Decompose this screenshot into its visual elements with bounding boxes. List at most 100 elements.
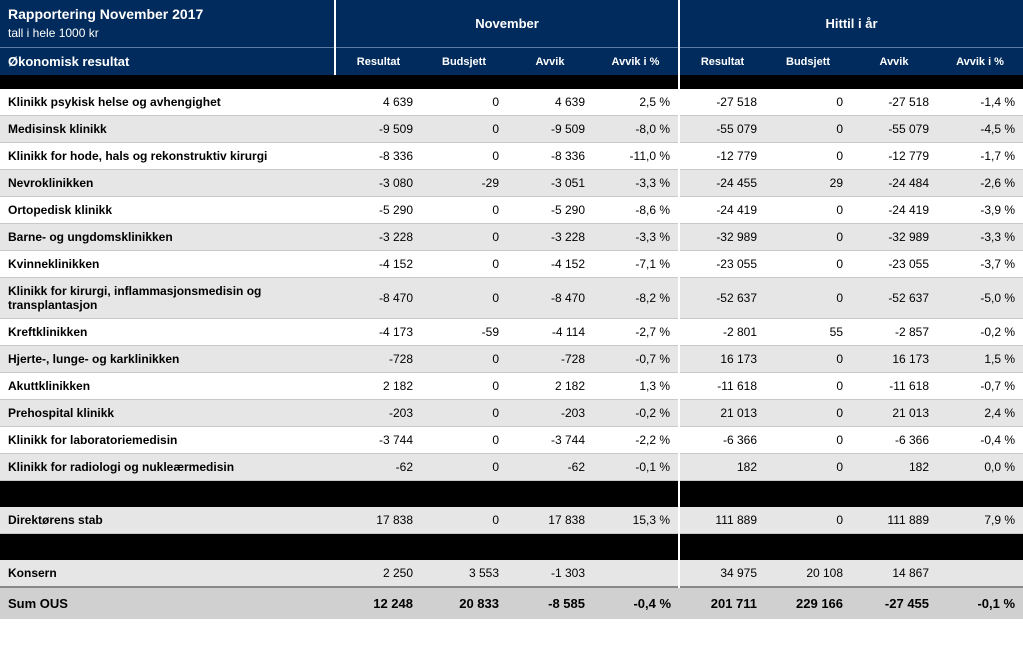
cell: 0 <box>765 89 851 116</box>
cell: -0,7 % <box>937 373 1023 400</box>
cell: -728 <box>335 346 421 373</box>
sum-label: Sum OUS <box>0 587 335 619</box>
cell: -3,3 % <box>937 224 1023 251</box>
row-name: Akuttklinikken <box>0 373 335 400</box>
cell: 0 <box>765 400 851 427</box>
table-body: Klinikk psykisk helse og avhengighet4 63… <box>0 75 1023 587</box>
cell: -32 989 <box>679 224 765 251</box>
table-row: Ortopedisk klinikk-5 2900-5 290-8,6 %-24… <box>0 197 1023 224</box>
table-row: Direktørens stab17 838017 83815,3 %111 8… <box>0 507 1023 534</box>
cell <box>593 560 679 587</box>
table-row: Prehospital klinikk-2030-203-0,2 %21 013… <box>0 400 1023 427</box>
cell: 29 <box>765 170 851 197</box>
cell: -8 470 <box>335 278 421 319</box>
cell: -3,3 % <box>593 170 679 197</box>
sum-cell: 229 166 <box>765 587 851 619</box>
table-row: Medisinsk klinikk-9 5090-9 509-8,0 %-55 … <box>0 116 1023 143</box>
col-avvik-b: Avvik <box>851 48 937 76</box>
cell: 20 108 <box>765 560 851 587</box>
cell: 2 182 <box>507 373 593 400</box>
cell: -9 509 <box>507 116 593 143</box>
col-resultat-b: Resultat <box>679 48 765 76</box>
cell: -8 470 <box>507 278 593 319</box>
sum-cell: 20 833 <box>421 587 507 619</box>
sum-cell: -8 585 <box>507 587 593 619</box>
cell: -11 618 <box>851 373 937 400</box>
cell: -4,5 % <box>937 116 1023 143</box>
title-line2: tall i hele 1000 kr <box>8 26 99 40</box>
cell: -3,7 % <box>937 251 1023 278</box>
cell: 0 <box>765 507 851 534</box>
sum-cell: -0,4 % <box>593 587 679 619</box>
col-avvik-a: Avvik <box>507 48 593 76</box>
cell: -29 <box>421 170 507 197</box>
cell: -24 455 <box>679 170 765 197</box>
cell: -2 857 <box>851 319 937 346</box>
cell: -0,7 % <box>593 346 679 373</box>
cell: -52 637 <box>851 278 937 319</box>
group-ytd: Hittil i år <box>679 0 1023 48</box>
cell: -5 290 <box>507 197 593 224</box>
table-row: Klinikk for kirurgi, inflammasjonsmedisi… <box>0 278 1023 319</box>
cell: -3,9 % <box>937 197 1023 224</box>
cell: 34 975 <box>679 560 765 587</box>
col-avvikpct-b: Avvik i % <box>937 48 1023 76</box>
cell: 0 <box>765 224 851 251</box>
title-line1: Rapportering November 2017 <box>8 6 203 22</box>
cell: -1,4 % <box>937 89 1023 116</box>
cell: -3 051 <box>507 170 593 197</box>
cell: -32 989 <box>851 224 937 251</box>
cell: -5,0 % <box>937 278 1023 319</box>
table-row: Akuttklinikken2 18202 1821,3 %-11 6180-1… <box>0 373 1023 400</box>
cell: 21 013 <box>851 400 937 427</box>
cell: -62 <box>335 454 421 481</box>
col-budsjett-a: Budsjett <box>421 48 507 76</box>
cell: -3,3 % <box>593 224 679 251</box>
cell: 16 173 <box>851 346 937 373</box>
row-name: Ortopedisk klinikk <box>0 197 335 224</box>
sum-cell: -0,1 % <box>937 587 1023 619</box>
cell: -12 779 <box>851 143 937 170</box>
cell: -8,2 % <box>593 278 679 319</box>
cell: -203 <box>507 400 593 427</box>
row-name: Klinikk for hode, hals og rekonstruktiv … <box>0 143 335 170</box>
sum-cell: 201 711 <box>679 587 765 619</box>
cell: -24 419 <box>851 197 937 224</box>
cell: 0 <box>421 278 507 319</box>
cell: -203 <box>335 400 421 427</box>
cell: -55 079 <box>679 116 765 143</box>
cell: 0 <box>421 346 507 373</box>
cell: 0 <box>765 251 851 278</box>
cell: -2,6 % <box>937 170 1023 197</box>
cell: -3 228 <box>335 224 421 251</box>
cell: 3 553 <box>421 560 507 587</box>
cell: -3 744 <box>507 427 593 454</box>
cell: -2 801 <box>679 319 765 346</box>
cell: 4 639 <box>507 89 593 116</box>
sum-cell: 12 248 <box>335 587 421 619</box>
table-row: Kvinneklinikken-4 1520-4 152-7,1 %-23 05… <box>0 251 1023 278</box>
cell: 17 838 <box>335 507 421 534</box>
report-title: Rapportering November 2017 tall i hele 1… <box>0 0 335 48</box>
table-row: Klinikk for laboratoriemedisin-3 7440-3 … <box>0 427 1023 454</box>
row-name: Konsern <box>0 560 335 587</box>
col-avvikpct-a: Avvik i % <box>593 48 679 76</box>
cell: 0 <box>421 507 507 534</box>
cell: -1,7 % <box>937 143 1023 170</box>
cell: 0 <box>765 346 851 373</box>
cell: 0,0 % <box>937 454 1023 481</box>
cell: 0 <box>421 400 507 427</box>
cell: -2,2 % <box>593 427 679 454</box>
table-row: Klinikk for hode, hals og rekonstruktiv … <box>0 143 1023 170</box>
cell: 0 <box>421 89 507 116</box>
cell: 2 250 <box>335 560 421 587</box>
cell: 0 <box>765 427 851 454</box>
cell: -0,2 % <box>937 319 1023 346</box>
cell: 2 182 <box>335 373 421 400</box>
row-name: Kvinneklinikken <box>0 251 335 278</box>
row-label: Økonomisk resultat <box>0 48 335 76</box>
table-row: Nevroklinikken-3 080-29-3 051-3,3 %-24 4… <box>0 170 1023 197</box>
cell: -3 228 <box>507 224 593 251</box>
table-row: Klinikk psykisk helse og avhengighet4 63… <box>0 89 1023 116</box>
row-name: Barne- og ungdomsklinikken <box>0 224 335 251</box>
